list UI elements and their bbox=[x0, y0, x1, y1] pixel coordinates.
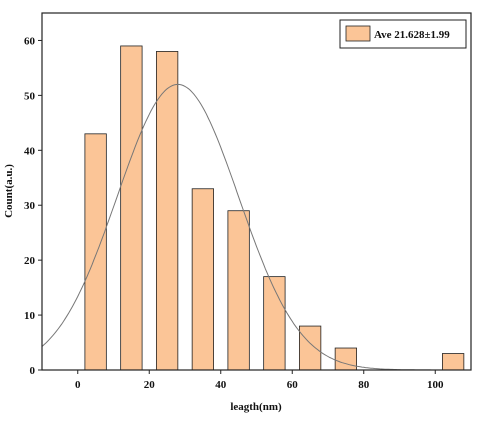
histogram-bar bbox=[191, 188, 214, 371]
bars-layer bbox=[84, 45, 465, 371]
x-axis-title: leagth(nm) bbox=[230, 401, 282, 413]
histogram-bar bbox=[155, 51, 179, 371]
legend-label: Ave 21.628±1.99 bbox=[374, 29, 450, 41]
legend: Ave 21.628±1.99 bbox=[339, 19, 467, 49]
y-tick-label: 50 bbox=[24, 90, 36, 102]
histogram-bar bbox=[263, 276, 286, 371]
y-axis-title: Count(a.u.) bbox=[3, 164, 15, 218]
histogram-bar bbox=[227, 210, 250, 371]
x-tick-label: 40 bbox=[215, 379, 227, 391]
histogram-bar bbox=[334, 347, 357, 371]
x-axis: 0 20 40 60 80 100 bbox=[75, 370, 444, 391]
x-tick-label: 60 bbox=[287, 379, 299, 391]
y-tick-label: 60 bbox=[24, 35, 36, 47]
x-tick-label: 100 bbox=[427, 379, 444, 391]
x-tick-label: 80 bbox=[358, 379, 370, 391]
y-axis: 0 10 20 30 40 50 60 bbox=[24, 35, 42, 377]
histogram-bar bbox=[84, 133, 107, 371]
y-tick-label: 20 bbox=[24, 255, 36, 267]
plot-frame bbox=[41, 12, 472, 371]
y-tick-label: 10 bbox=[24, 310, 36, 322]
y-tick-label: 30 bbox=[24, 200, 36, 212]
y-tick-label: 0 bbox=[30, 365, 36, 377]
y-tick-label: 40 bbox=[24, 145, 36, 157]
legend-swatch bbox=[345, 25, 371, 42]
histogram-bar bbox=[441, 353, 465, 371]
histogram-bar bbox=[120, 45, 143, 371]
x-tick-label: 0 bbox=[75, 379, 81, 391]
x-tick-label: 20 bbox=[144, 379, 156, 391]
histogram-bar bbox=[298, 325, 322, 371]
